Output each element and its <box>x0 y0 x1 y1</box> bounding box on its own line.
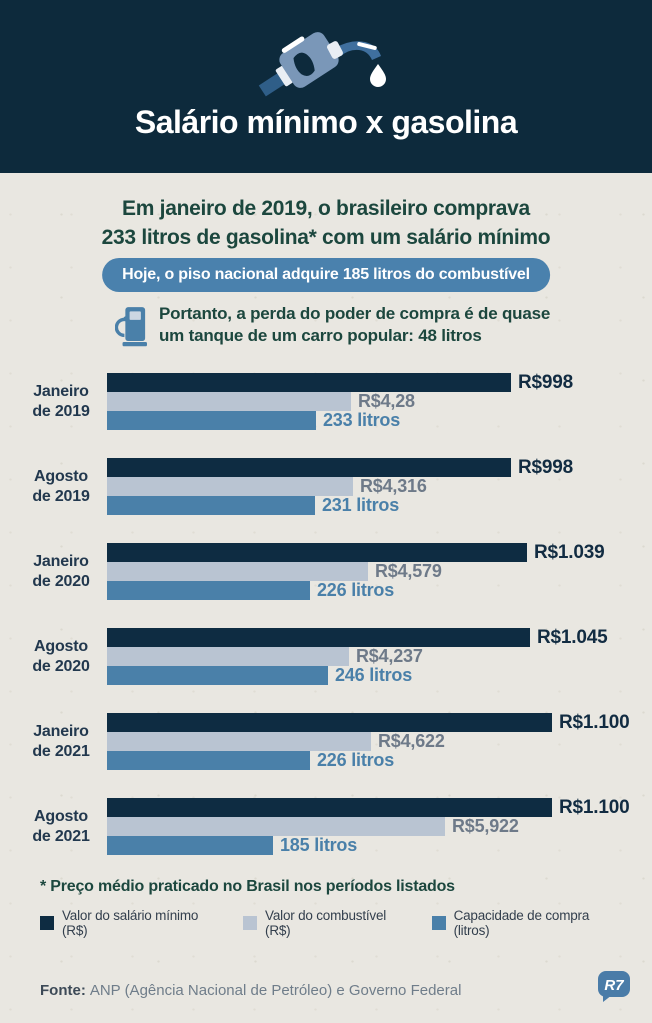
value-label-liters: 246 litros <box>335 665 413 685</box>
value-label-liters: 185 litros <box>280 835 358 855</box>
fuel-nozzle-icon <box>231 16 421 100</box>
bar-liters <box>107 581 310 600</box>
chart-group: Janeiro de 2019 R$998 R$4,28 233 litros <box>0 373 652 430</box>
footnote: * Preço médio praticado no Brasil nos pe… <box>40 878 455 895</box>
value-label-fuel: R$4,579 <box>375 561 442 581</box>
value-label-liters: 226 litros <box>317 750 395 770</box>
loss-note: Portanto, a perda do poder de compra é d… <box>114 303 575 354</box>
category-label: Agosto de 2021 <box>32 807 90 845</box>
bar-fuel <box>107 817 445 836</box>
svg-text:R7: R7 <box>604 977 624 994</box>
bar-salary <box>107 373 511 392</box>
legend-swatch <box>431 916 446 930</box>
value-label-liters: 231 litros <box>322 495 400 515</box>
chart-group: Janeiro de 2020 R$1.039 R$4,579 226 litros <box>0 543 652 600</box>
r7-logo: R7 <box>596 969 632 1008</box>
chart-group: Janeiro de 2021 R$1.100 R$4,622 226 litros <box>0 713 652 770</box>
value-label-liters: 233 litros <box>323 410 401 430</box>
category-label: Janeiro de 2021 <box>32 722 90 760</box>
fuel-pump-icon <box>114 303 147 354</box>
value-label-salary: R$1.100 <box>559 712 630 733</box>
header: Salário mínimo x gasolina <box>0 0 652 173</box>
bar-salary <box>107 798 552 817</box>
chart-group: Agosto de 2020 R$1.045 R$4,237 246 litros <box>0 628 652 685</box>
headline-line1: Em janeiro de 2019, o brasileiro comprav… <box>122 197 530 220</box>
today-badge: Hoje, o piso nacional adquire 185 litros… <box>102 258 550 292</box>
headline: Em janeiro de 2019, o brasileiro comprav… <box>0 194 652 252</box>
headline-line2: 233 litros de gasolina* com um salário m… <box>101 226 551 249</box>
bar-fuel <box>107 647 349 666</box>
category-label: Janeiro de 2019 <box>32 382 90 420</box>
note-line2: um tanque de um carro popular: 48 litros <box>159 326 482 345</box>
bar-liters <box>107 836 273 855</box>
value-label-fuel: R$5,922 <box>452 816 519 836</box>
value-label-salary: R$1.100 <box>559 797 630 818</box>
legend-label: Valor do salário mínimo (R$) <box>62 908 199 938</box>
value-label-fuel: R$4,237 <box>356 646 423 666</box>
bar-salary <box>107 713 552 732</box>
legend-item: Valor do combustível (R$) <box>243 908 408 938</box>
bar-salary <box>107 543 527 562</box>
legend-label: Valor do combustível (R$) <box>265 908 387 938</box>
bar-fuel <box>107 732 371 751</box>
value-label-liters: 226 litros <box>317 580 395 600</box>
bar-liters <box>107 751 310 770</box>
note-line1: Portanto, a perda do poder de compra é d… <box>159 304 551 323</box>
source-text: ANP (Agência Nacional de Petróleo) e Gov… <box>89 982 462 999</box>
bar-salary <box>107 458 511 477</box>
chart-group: Agosto de 2019 R$998 R$4,316 231 litros <box>0 458 652 515</box>
bar-fuel <box>107 392 351 411</box>
value-label-fuel: R$4,316 <box>360 476 427 496</box>
legend-item: Capacidade de compra (litros) <box>431 908 620 938</box>
bar-liters <box>107 496 315 515</box>
value-label-fuel: R$4,28 <box>358 391 415 411</box>
value-label-salary: R$1.045 <box>537 627 608 648</box>
bar-liters <box>107 666 328 685</box>
bar-fuel <box>107 562 368 581</box>
category-label: Agosto de 2019 <box>32 467 90 505</box>
value-label-salary: R$1.039 <box>534 542 605 563</box>
legend: Valor do salário mínimo (R$) Valor do com… <box>40 908 620 938</box>
legend-label: Capacidade de compra (litros) <box>453 908 590 938</box>
chart-group: Agosto de 2021 R$1.100 R$5,922 185 litros <box>0 798 652 855</box>
page-title: Salário mínimo x gasolina <box>134 104 518 140</box>
bar-fuel <box>107 477 353 496</box>
bar-salary <box>107 628 530 647</box>
value-label-salary: R$998 <box>518 372 573 393</box>
legend-swatch <box>243 916 258 930</box>
note-text: Portanto, a perda do poder de compra é d… <box>159 303 550 347</box>
bar-chart: Janeiro de 2019 R$998 R$4,28 233 litros Agost… <box>0 373 652 858</box>
source-line: Fonte: ANP (Agência Nacional de Petróleo)… <box>40 982 461 999</box>
value-label-salary: R$998 <box>518 457 573 478</box>
source-label: Fonte: <box>40 982 86 999</box>
category-label: Agosto de 2020 <box>32 637 90 675</box>
value-label-fuel: R$4,622 <box>378 731 445 751</box>
legend-swatch <box>40 916 54 930</box>
legend-item: Valor do salário mínimo (R$) <box>40 908 219 938</box>
bar-liters <box>107 411 316 430</box>
category-label: Janeiro de 2020 <box>32 552 90 590</box>
